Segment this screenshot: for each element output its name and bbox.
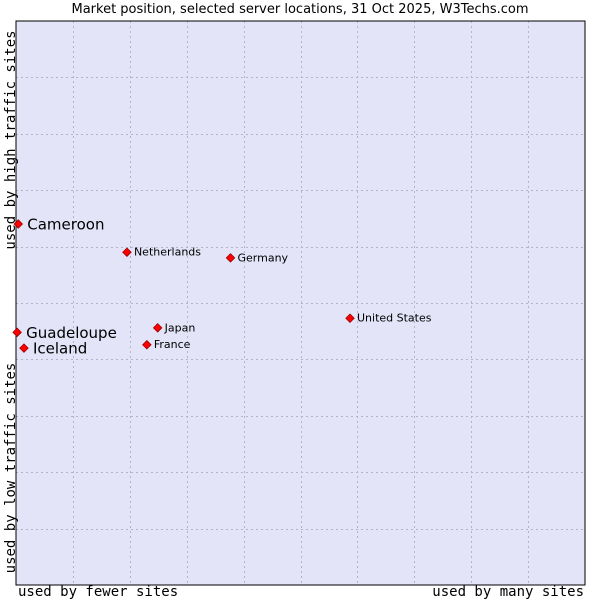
point-label: Japan [164, 321, 196, 334]
data-point-united-states: United States [345, 312, 432, 325]
point-label: Netherlands [134, 246, 201, 259]
plot-area [16, 21, 585, 585]
data-point-cameroon: Cameroon [13, 216, 104, 234]
point-marker [19, 343, 29, 353]
point-marker [152, 323, 163, 333]
chart-title: Market position, selected server locatio… [71, 2, 529, 17]
data-point-germany: Germany [225, 251, 289, 264]
x-axis-label-right: used by many sites [432, 584, 584, 600]
point-marker [225, 253, 236, 263]
point-label: Iceland [33, 340, 87, 358]
point-label: Guadeloupe [26, 324, 117, 342]
point-marker [345, 313, 355, 323]
point-label: Cameroon [27, 216, 104, 234]
data-point-netherlands: Netherlands [122, 246, 201, 259]
grid-lines [16, 21, 585, 585]
point-marker [12, 327, 22, 338]
data-point-iceland: Iceland [19, 340, 87, 358]
data-point-france: France [142, 338, 191, 351]
point-marker [122, 247, 132, 258]
point-marker [13, 219, 24, 229]
point-label: France [154, 338, 191, 351]
y-axis-label-top: used by high traffic sites [3, 30, 19, 250]
x-axis-label-left: used by fewer sites [18, 584, 179, 600]
data-point-guadeloupe: Guadeloupe [12, 324, 117, 342]
y-axis-label-bottom: used by low traffic sites [3, 362, 19, 574]
point-label: Germany [238, 251, 289, 264]
point-label: United States [357, 312, 432, 325]
plot-frame [15, 20, 586, 586]
data-point-japan: Japan [152, 321, 196, 334]
point-marker [142, 339, 152, 350]
data-points: Cameroon Netherlands Germany United States J… [12, 216, 432, 358]
